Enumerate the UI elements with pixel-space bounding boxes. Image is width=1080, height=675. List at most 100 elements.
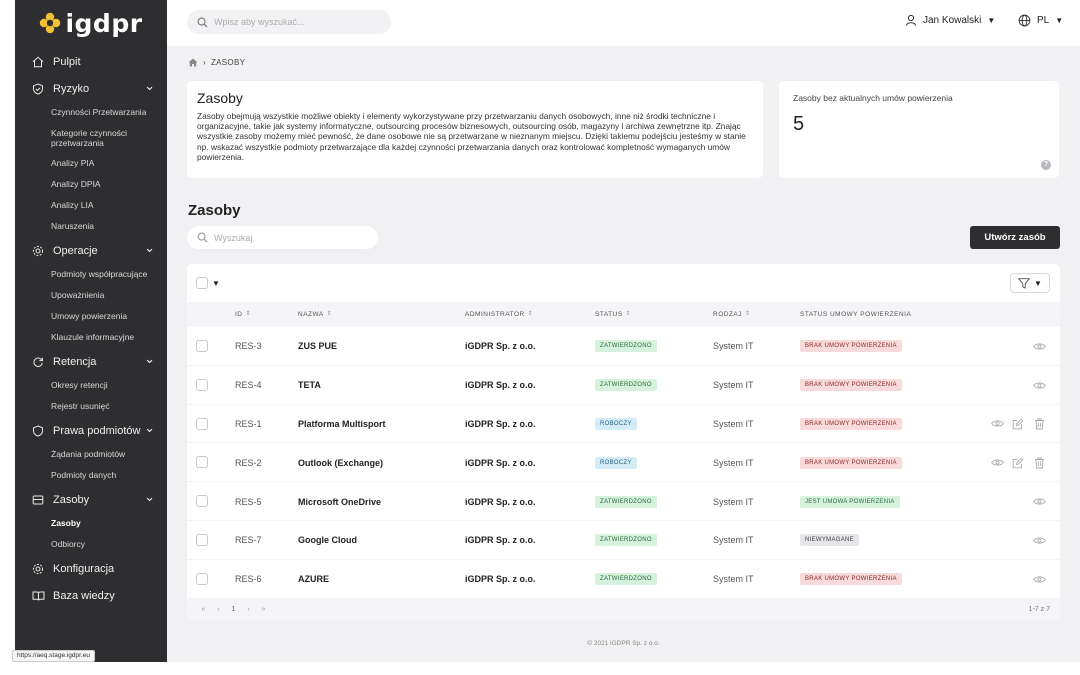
sidebar-item[interactable]: Rejestr usunięć [51, 401, 110, 411]
column-id[interactable]: ID ⇕ [235, 302, 251, 327]
sidebar-item[interactable]: Czynności Przetwarzania [51, 107, 147, 117]
sidebar-group-3[interactable]: Retencja ⌄ [15, 348, 167, 375]
user-menu[interactable]: Jan Kowalski ▼ [905, 14, 995, 26]
sidebar-item[interactable]: Okresy retencji [51, 380, 108, 390]
cell-name[interactable]: AZURE [298, 574, 329, 585]
first-page-button[interactable]: « [201, 606, 206, 614]
column-label: ID [235, 311, 243, 318]
list-search-input[interactable] [214, 232, 374, 243]
global-search[interactable] [187, 10, 391, 34]
sidebar-group-2[interactable]: Operacje ⌄ [15, 237, 167, 264]
cell-name[interactable]: TETA [298, 380, 321, 391]
column-contract-status: STATUS UMOWY POWIERZENIA [800, 302, 911, 327]
sidebar-item[interactable]: Upoważnienia [51, 290, 105, 300]
column-status[interactable]: STATUS ⇕ [595, 302, 631, 327]
table-row[interactable]: RES-1 Platforma Multisport iGDPR Sp. z o.o… [187, 405, 1060, 444]
gear-icon [31, 244, 45, 258]
cell-contract-status: BRAK UMOWY POWIERZENIA [800, 366, 902, 405]
list-search[interactable] [187, 226, 378, 249]
sidebar-group-label: Pulpit [53, 55, 81, 68]
cell-name[interactable]: ZUS PUE [298, 341, 338, 352]
sidebar-item[interactable]: Odbiorcy [51, 539, 86, 549]
column-name[interactable]: NAZWA ⇕ [298, 302, 332, 327]
column-type[interactable]: RODZAJ ⇕ [713, 302, 751, 327]
cell-name[interactable]: Google Cloud [298, 535, 357, 546]
row-checkbox[interactable] [196, 456, 208, 469]
view-icon[interactable] [1032, 495, 1046, 509]
cell-status: ZATWIERDZONO [595, 327, 657, 366]
shield-outline-icon [31, 424, 45, 438]
row-checkbox[interactable] [196, 533, 208, 546]
edit-icon[interactable] [1011, 456, 1025, 470]
cell-name[interactable]: Outlook (Exchange) [298, 457, 384, 468]
table-row[interactable]: RES-4 TETA iGDPR Sp. z o.o. ZATWIERDZONO Sys… [187, 366, 1060, 405]
row-checkbox[interactable] [196, 572, 208, 585]
view-icon[interactable] [990, 456, 1004, 470]
sidebar-item[interactable]: Zasoby [51, 518, 81, 528]
cell-contract-status: BRAK UMOWY POWIERZENIA [800, 327, 902, 366]
delete-icon[interactable] [1032, 456, 1046, 470]
sidebar-item[interactable]: Podmioty danych [51, 470, 117, 480]
view-icon[interactable] [1032, 572, 1046, 586]
table-row[interactable]: RES-6 AZURE iGDPR Sp. z o.o. ZATWIERDZONO Sy… [187, 560, 1060, 599]
select-all-checkbox[interactable] [196, 277, 208, 289]
sidebar-item[interactable]: Naruszenia [51, 221, 94, 231]
sidebar-item[interactable]: Analizy PIA [51, 158, 95, 168]
last-page-button[interactable]: » [261, 606, 266, 614]
sidebar-item[interactable]: Analizy LIA [51, 200, 94, 210]
cell-name[interactable]: Microsoft OneDrive [298, 496, 382, 507]
row-checkbox[interactable] [196, 417, 208, 430]
table-row[interactable]: RES-2 Outlook (Exchange) iGDPR Sp. z o.o. R… [187, 443, 1060, 483]
sidebar-item[interactable]: Podmioty współpracujące [51, 269, 148, 279]
create-resource-button[interactable]: Utwórz zasób [970, 226, 1060, 249]
home-icon[interactable] [188, 58, 198, 67]
sidebar-group-label: Operacje [53, 244, 98, 257]
view-icon[interactable] [1032, 339, 1046, 353]
sidebar-group-5[interactable]: Zasoby ⌄ [15, 486, 167, 513]
resources-table: ▼ ▼ ID ⇕ NAZWA ⇕ ADMINISTRATOR ⇕ STATUS ⇕ RO… [187, 264, 1060, 620]
sidebar-item[interactable]: Analizy DPIA [51, 179, 101, 189]
edit-icon[interactable] [1011, 417, 1025, 431]
delete-icon[interactable] [1032, 417, 1046, 431]
sort-icon: ⇕ [527, 311, 534, 317]
row-checkbox[interactable] [196, 495, 208, 508]
sidebar-group-1[interactable]: Ryzyko ⌄ [15, 75, 167, 102]
row-actions [1032, 327, 1046, 366]
info-card-text: Zasoby obejmują wszystkie możliwe obiekt… [197, 111, 746, 162]
box-icon [31, 493, 45, 507]
sidebar-group-6[interactable]: Konfiguracja [15, 555, 167, 582]
filter-button[interactable]: ▼ [1010, 273, 1050, 293]
book-icon [31, 589, 45, 603]
cell-type: System IT [713, 496, 754, 507]
sidebar-group-7[interactable]: Baza wiedzy [15, 582, 167, 609]
select-all-dropdown[interactable]: ▼ [196, 277, 220, 289]
sidebar-group-0[interactable]: Pulpit [15, 48, 167, 75]
cell-status: ZATWIERDZONO [595, 521, 657, 560]
sidebar-item[interactable]: Umowy powierzenia [51, 311, 128, 321]
logo[interactable]: igdpr [15, 0, 167, 46]
global-search-input[interactable] [214, 17, 374, 27]
sidebar-item[interactable]: Żądania podmiotów [51, 449, 126, 459]
next-page-button[interactable]: › [247, 606, 250, 614]
language-selector[interactable]: PL ▼ [1018, 14, 1063, 27]
row-checkbox[interactable] [196, 340, 208, 352]
prev-page-button[interactable]: ‹ [217, 606, 220, 614]
table-row[interactable]: RES-3 ZUS PUE iGDPR Sp. z o.o. ZATWIERDZONO… [187, 327, 1060, 366]
view-icon[interactable] [1032, 378, 1046, 392]
sidebar-item[interactable]: Klauzule informacyjne [51, 332, 135, 342]
column-administrator[interactable]: ADMINISTRATOR ⇕ [465, 302, 533, 327]
help-icon[interactable]: ? [1041, 160, 1051, 170]
cell-administrator: iGDPR Sp. z o.o. [465, 574, 536, 585]
sidebar-group-4[interactable]: Prawa podmiotów ⌄ [15, 417, 167, 444]
sidebar-item[interactable]: Kategorie czynności przetwarzania [51, 128, 128, 148]
sidebar-group-label: Konfiguracja [53, 562, 115, 575]
cell-name[interactable]: Platforma Multisport [298, 418, 386, 429]
page-1-button[interactable]: 1 [231, 606, 236, 614]
table-row[interactable]: RES-7 Google Cloud iGDPR Sp. z o.o. ZATWIER… [187, 521, 1060, 560]
table-toolbar: ▼ ▼ [187, 264, 1060, 302]
view-icon[interactable] [990, 417, 1004, 431]
table-row[interactable]: RES-5 Microsoft OneDrive iGDPR Sp. z o.o. Z… [187, 482, 1060, 521]
contract-status-badge: JEST UMOWA POWIERZENIA [800, 495, 900, 508]
view-icon[interactable] [1032, 533, 1046, 547]
row-checkbox[interactable] [196, 378, 208, 391]
